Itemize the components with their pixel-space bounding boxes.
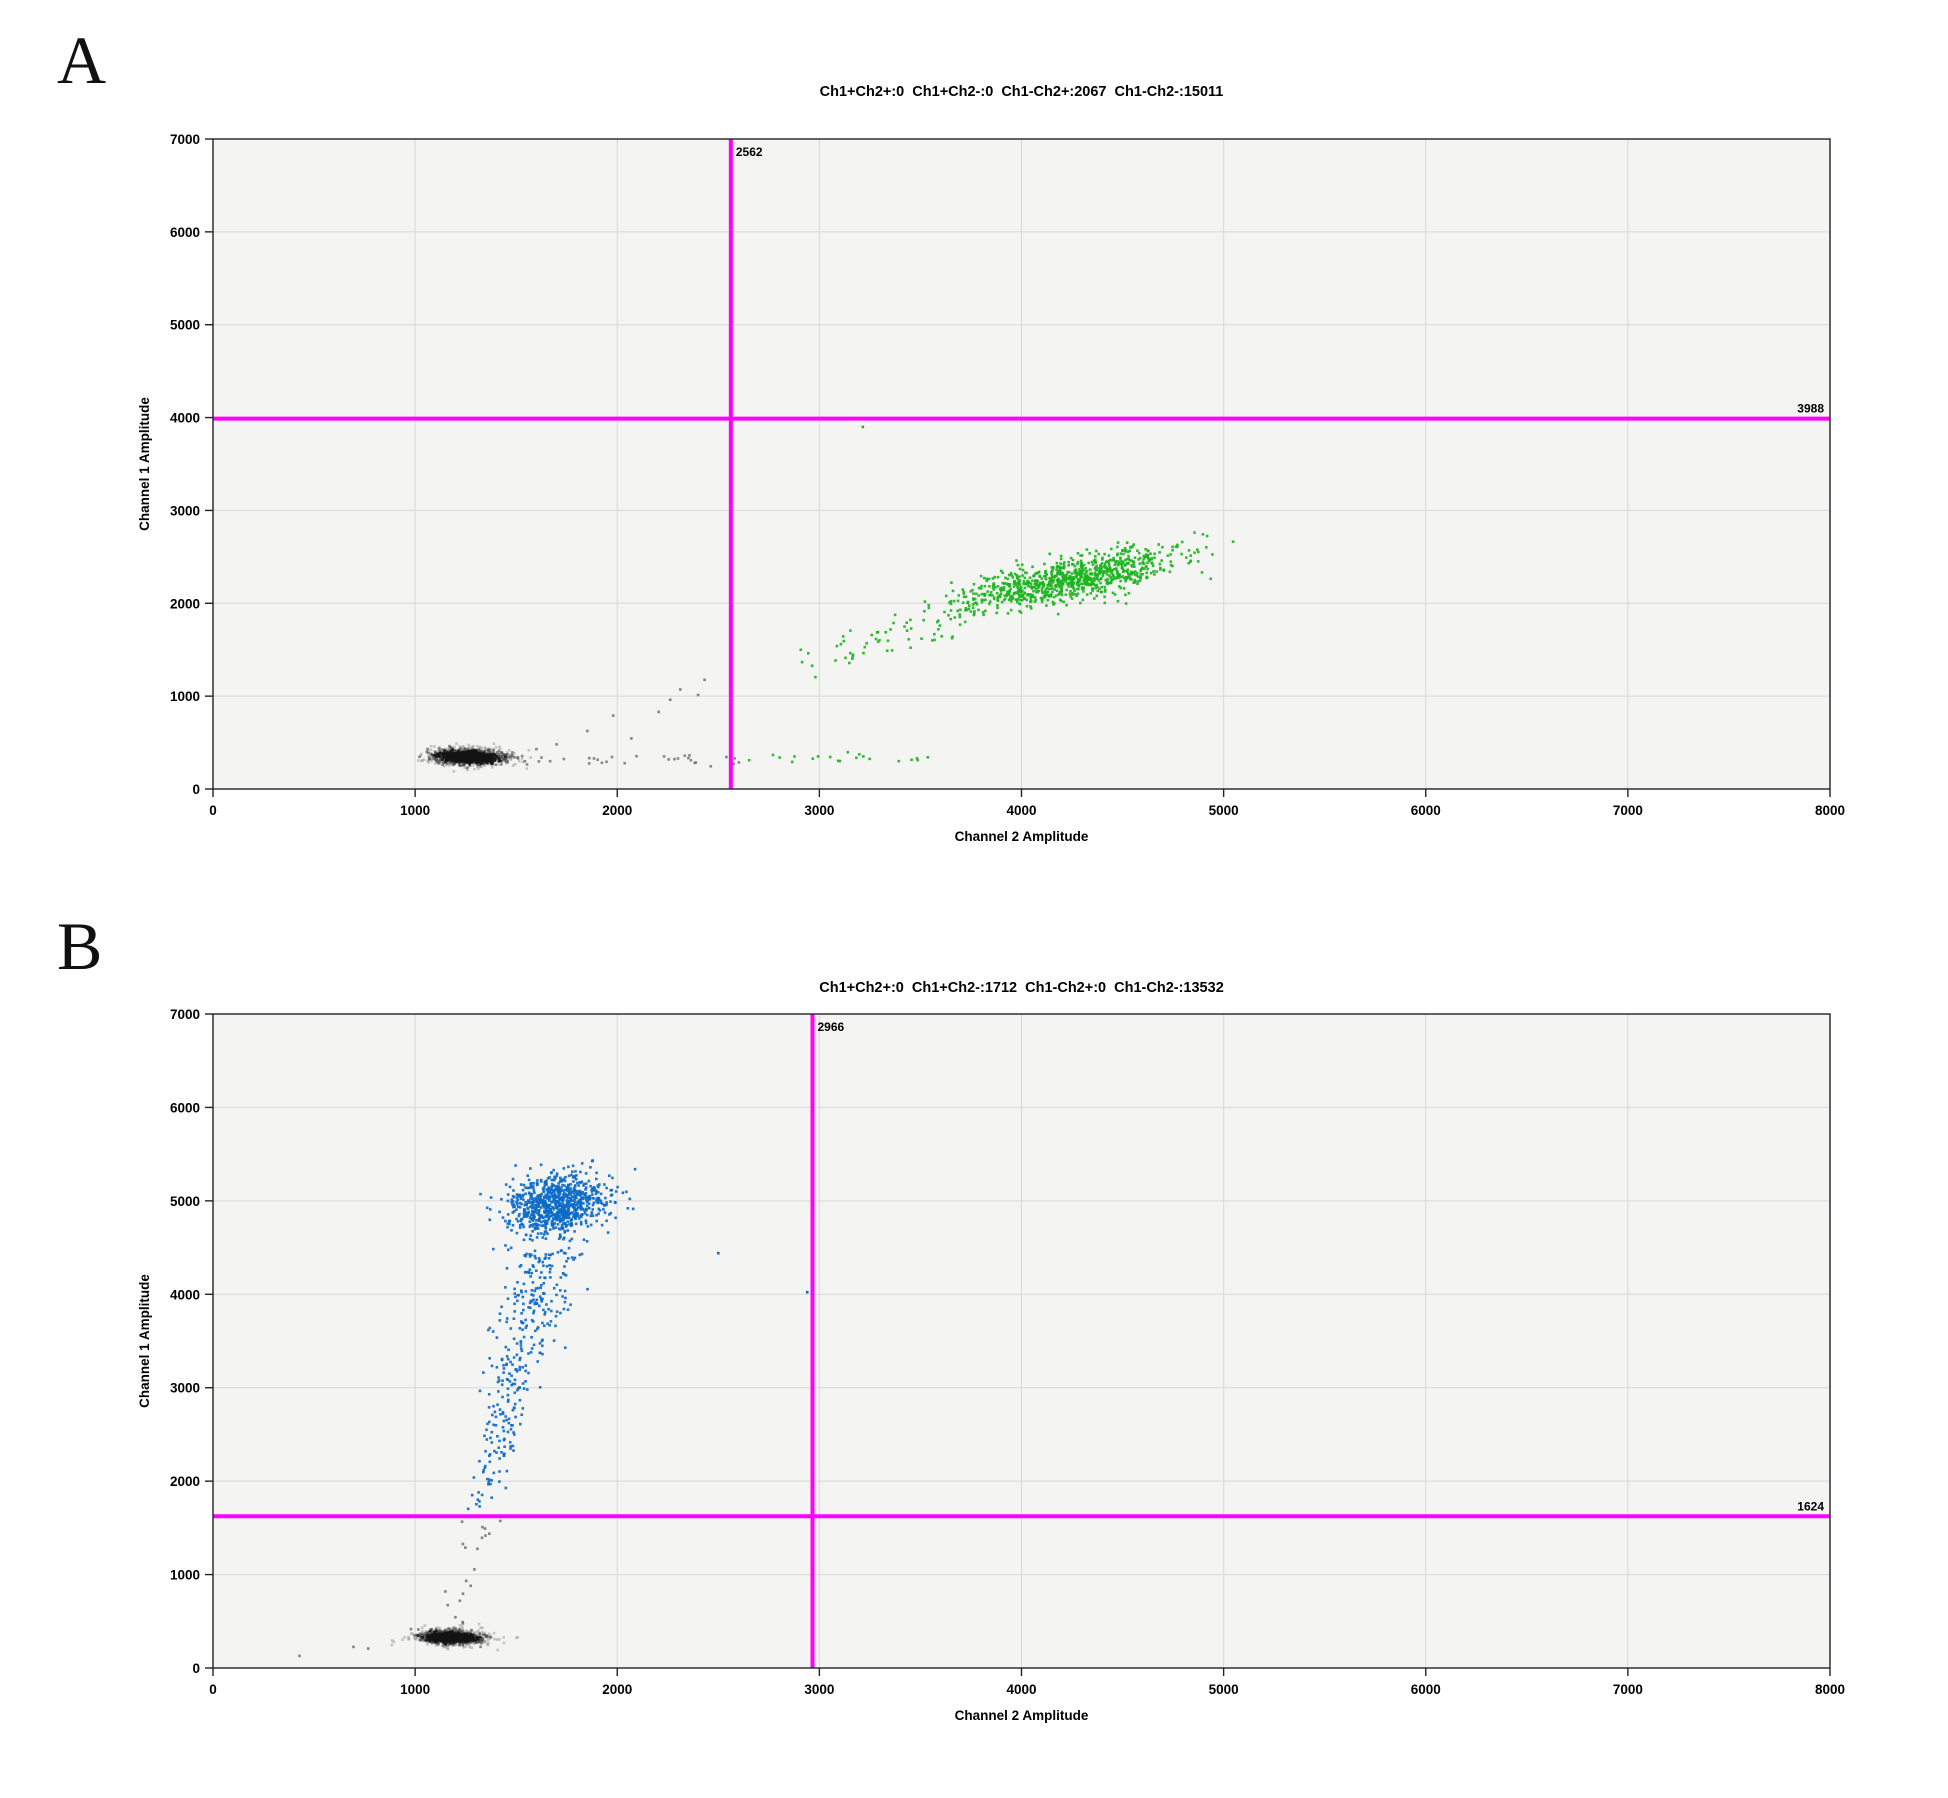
x-tick-label: 5000: [1209, 803, 1239, 818]
cluster-negatives-riser-trail: [444, 1519, 502, 1625]
panel-b-title: Ch1+Ch2+:0 Ch1+Ch2-:1712 Ch1-Ch2+:0 Ch1-…: [819, 980, 1224, 996]
cluster-positives-comet: [466, 1248, 589, 1511]
panel-a-label: A: [57, 22, 107, 98]
axis-ticks: 0 1000 2000 3000 4000 5000 6000 7000 8000 0 1000 20…: [170, 132, 1845, 818]
cluster-negatives-core: [416, 1629, 482, 1646]
cluster-negatives-strays: [506, 754, 741, 768]
threshold-crosshair: [213, 139, 1830, 789]
y-tick-label: 3000: [170, 1381, 200, 1396]
x-tick-label: 6000: [1411, 803, 1441, 818]
scatter-points: [417, 425, 1235, 773]
y-axis-title: Channel 1 Amplitude: [137, 1274, 152, 1408]
cluster-positives-core: [889, 531, 1235, 631]
y-tick-label: 2000: [170, 1474, 200, 1489]
y-tick-label: 4000: [170, 1287, 200, 1302]
threshold-x-value: 2562: [736, 145, 763, 159]
threshold-x-value: 2966: [818, 1020, 845, 1034]
x-tick-label: 4000: [1006, 803, 1036, 818]
x-axis-title: Channel 2 Amplitude: [955, 1708, 1089, 1723]
panel-a-plot: 2562 3988 0 1000 2000 3000 4000 5000 6000 7000 800…: [137, 132, 1845, 844]
threshold-y-value: 3988: [1797, 402, 1824, 416]
panel-b-plot: 2966 1624 0 1000 2000 3000 4000 5000 6000 7000 800…: [137, 1007, 1845, 1723]
y-tick-label: 3000: [170, 503, 200, 518]
x-tick-label: 5000: [1209, 1682, 1239, 1697]
y-tick-label: 7000: [170, 132, 200, 147]
cluster-positives-fringe: [479, 1159, 637, 1243]
x-tick-label: 1000: [400, 1682, 430, 1697]
x-tick-label: 7000: [1613, 1682, 1643, 1697]
cluster-negatives-risers: [535, 678, 736, 760]
threshold-crosshair: [213, 1014, 1830, 1668]
cluster-positives-strays: [717, 1251, 809, 1294]
grid-lines: [213, 1014, 1830, 1668]
x-tick-label: 4000: [1006, 1682, 1036, 1697]
y-tick-label: 6000: [170, 225, 200, 240]
scatter-points: [298, 1159, 809, 1658]
x-tick-label: 1000: [400, 803, 430, 818]
y-tick-label: 1000: [170, 689, 200, 704]
x-tick-label: 3000: [804, 803, 834, 818]
x-tick-label: 2000: [602, 1682, 632, 1697]
y-tick-label: 6000: [170, 1100, 200, 1115]
cluster-negatives-low-strays: [298, 1645, 370, 1658]
y-tick-label: 5000: [170, 318, 200, 333]
y-axis-title: Channel 1 Amplitude: [137, 397, 152, 531]
y-tick-label: 4000: [170, 411, 200, 426]
x-tick-label: 2000: [602, 803, 632, 818]
y-tick-label: 0: [192, 1661, 200, 1676]
x-tick-label: 0: [209, 803, 217, 818]
x-axis-title: Channel 2 Amplitude: [955, 829, 1089, 844]
x-tick-label: 0: [209, 1682, 217, 1697]
cluster-negatives-core: [432, 748, 507, 766]
x-tick-label: 8000: [1815, 803, 1845, 818]
y-tick-label: 7000: [170, 1007, 200, 1022]
x-tick-label: 8000: [1815, 1682, 1845, 1697]
cluster-positives-core: [485, 1162, 632, 1251]
y-tick-label: 0: [192, 782, 200, 797]
y-tick-label: 1000: [170, 1568, 200, 1583]
axis-ticks: 0 1000 2000 3000 4000 5000 6000 7000 8000 0 1000 20…: [170, 1007, 1845, 1697]
x-tick-label: 3000: [804, 1682, 834, 1697]
cluster-positives-low-band: [747, 750, 930, 764]
cluster-positives-trail: [799, 600, 992, 679]
threshold-y-value: 1624: [1797, 1499, 1824, 1513]
y-tick-label: 5000: [170, 1194, 200, 1209]
cluster-positive-outlier: [861, 425, 865, 429]
panel-a-title: Ch1+Ch2+:0 Ch1+Ch2-:0 Ch1-Ch2+:2067 Ch1-…: [819, 84, 1224, 100]
panel-b-label: B: [57, 908, 103, 984]
x-tick-label: 7000: [1613, 803, 1643, 818]
x-tick-label: 6000: [1411, 1682, 1441, 1697]
y-tick-label: 2000: [170, 596, 200, 611]
